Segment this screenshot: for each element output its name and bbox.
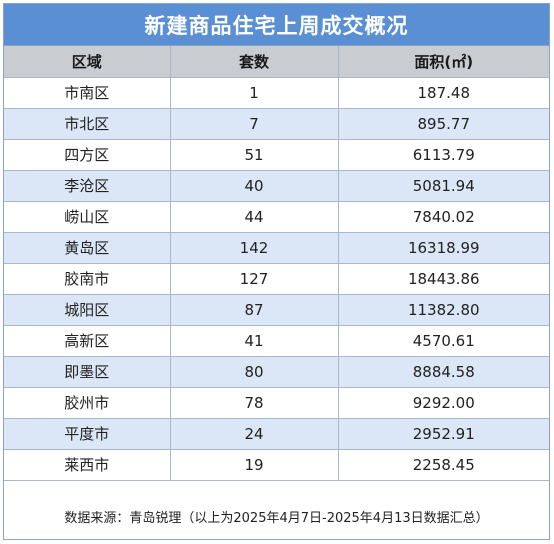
units-cell: 19 <box>169 448 339 481</box>
area-cell: 16318.99 <box>337 231 549 264</box>
table-row: 市南区 1 187.48 <box>4 77 549 109</box>
report-title: 新建商品住宅上周成交概况 <box>4 4 549 46</box>
table-row: 胶南市 127 18443.86 <box>4 262 549 295</box>
area-cell: 8884.58 <box>337 355 549 388</box>
district-cell: 市南区 <box>4 77 171 109</box>
area-cell: 9292.00 <box>337 386 549 419</box>
table-row: 黄岛区 142 16318.99 <box>4 231 549 264</box>
units-cell: 44 <box>169 200 339 233</box>
district-cell: 胶南市 <box>4 262 171 295</box>
area-cell: 6113.79 <box>337 138 549 171</box>
district-cell: 市北区 <box>4 107 171 140</box>
sales-table: 区域 套数 面积(㎡) 市南区 1 187.48 市北区 7 895.77 四方… <box>4 46 549 481</box>
units-cell: 78 <box>169 386 339 419</box>
table-row: 市北区 7 895.77 <box>4 107 549 140</box>
table-row: 即墨区 80 8884.58 <box>4 355 549 388</box>
district-cell: 胶州市 <box>4 386 171 419</box>
area-cell: 5081.94 <box>337 169 549 202</box>
district-cell: 莱西市 <box>4 448 171 481</box>
column-header-area: 面积(㎡) <box>337 46 549 78</box>
units-cell: 80 <box>169 355 339 388</box>
district-cell: 平度市 <box>4 417 171 450</box>
area-cell: 11382.80 <box>337 293 549 326</box>
district-cell: 城阳区 <box>4 293 171 326</box>
area-cell: 895.77 <box>337 107 549 140</box>
units-cell: 1 <box>169 77 339 109</box>
area-cell: 2258.45 <box>337 448 549 481</box>
table-row: 崂山区 44 7840.02 <box>4 200 549 233</box>
column-header-units: 套数 <box>169 46 339 78</box>
table-row: 胶州市 78 9292.00 <box>4 386 549 419</box>
table-row: 李沧区 40 5081.94 <box>4 169 549 202</box>
report-card: 新建商品住宅上周成交概况 区域 套数 面积(㎡) 市南区 1 187.48 市北… <box>3 3 550 540</box>
units-cell: 51 <box>169 138 339 171</box>
units-cell: 7 <box>169 107 339 140</box>
units-cell: 142 <box>169 231 339 264</box>
column-header-district: 区域 <box>4 46 171 78</box>
units-cell: 24 <box>169 417 339 450</box>
area-cell: 2952.91 <box>337 417 549 450</box>
units-cell: 41 <box>169 324 339 357</box>
table-row: 高新区 41 4570.61 <box>4 324 549 357</box>
units-cell: 87 <box>169 293 339 326</box>
area-cell: 4570.61 <box>337 324 549 357</box>
district-cell: 高新区 <box>4 324 171 357</box>
units-cell: 40 <box>169 169 339 202</box>
district-cell: 黄岛区 <box>4 231 171 264</box>
district-cell: 崂山区 <box>4 200 171 233</box>
table-row: 莱西市 19 2258.45 <box>4 448 549 481</box>
data-source-note: 数据来源：青岛锐理（以上为2025年4月7日-2025年4月13日数据汇总） <box>4 494 549 539</box>
area-cell: 187.48 <box>337 77 549 109</box>
district-cell: 即墨区 <box>4 355 171 388</box>
district-cell: 四方区 <box>4 138 171 171</box>
area-cell: 18443.86 <box>337 262 549 295</box>
table-row: 平度市 24 2952.91 <box>4 417 549 450</box>
area-cell: 7840.02 <box>337 200 549 233</box>
units-cell: 127 <box>169 262 339 295</box>
table-row: 四方区 51 6113.79 <box>4 138 549 171</box>
table-row: 城阳区 87 11382.80 <box>4 293 549 326</box>
district-cell: 李沧区 <box>4 169 171 202</box>
table-header-row: 区域 套数 面积(㎡) <box>4 46 549 78</box>
